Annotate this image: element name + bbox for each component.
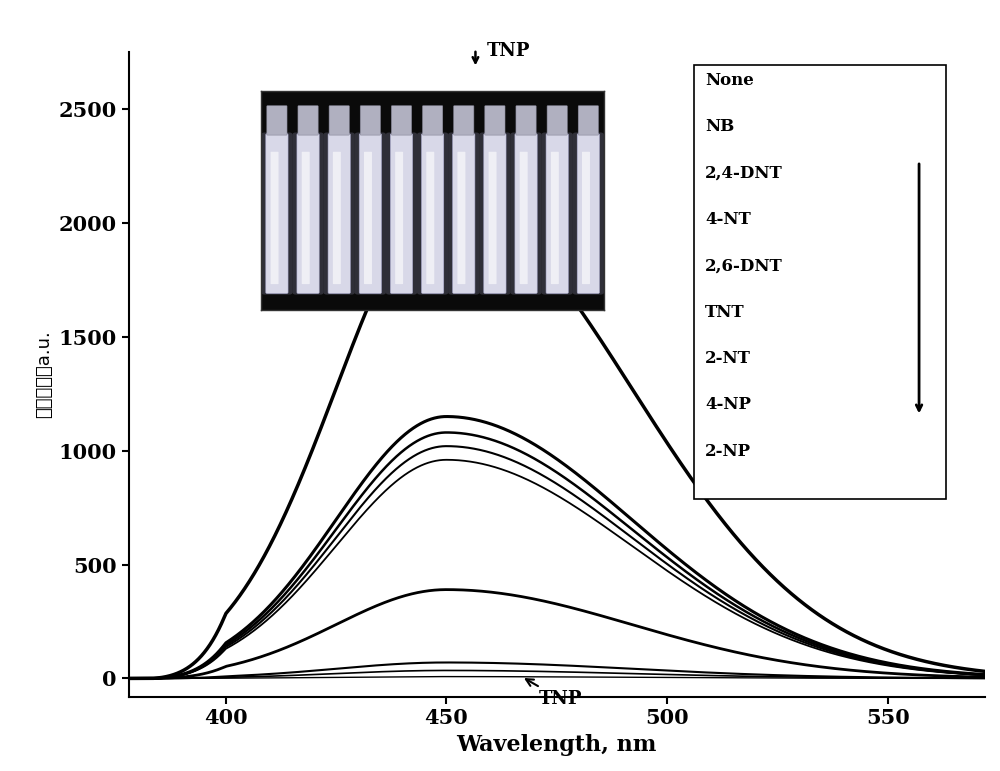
- Text: NB: NB: [705, 118, 734, 135]
- Text: 4-NT: 4-NT: [705, 210, 751, 227]
- Text: 2,6-DNT: 2,6-DNT: [705, 257, 783, 274]
- Text: 2-NT: 2-NT: [705, 350, 751, 367]
- Text: 2-NP: 2-NP: [705, 443, 751, 460]
- Text: None: None: [705, 72, 754, 89]
- Text: TNP: TNP: [487, 42, 530, 60]
- Y-axis label: 荧光强度，a.u.: 荧光强度，a.u.: [35, 331, 53, 419]
- Text: TNT: TNT: [705, 304, 745, 321]
- Text: 2,4-DNT: 2,4-DNT: [705, 164, 783, 181]
- FancyBboxPatch shape: [694, 65, 946, 499]
- X-axis label: Wavelength, nm: Wavelength, nm: [457, 734, 657, 756]
- Text: 4-NP: 4-NP: [705, 396, 751, 413]
- Text: TNP: TNP: [526, 679, 583, 709]
